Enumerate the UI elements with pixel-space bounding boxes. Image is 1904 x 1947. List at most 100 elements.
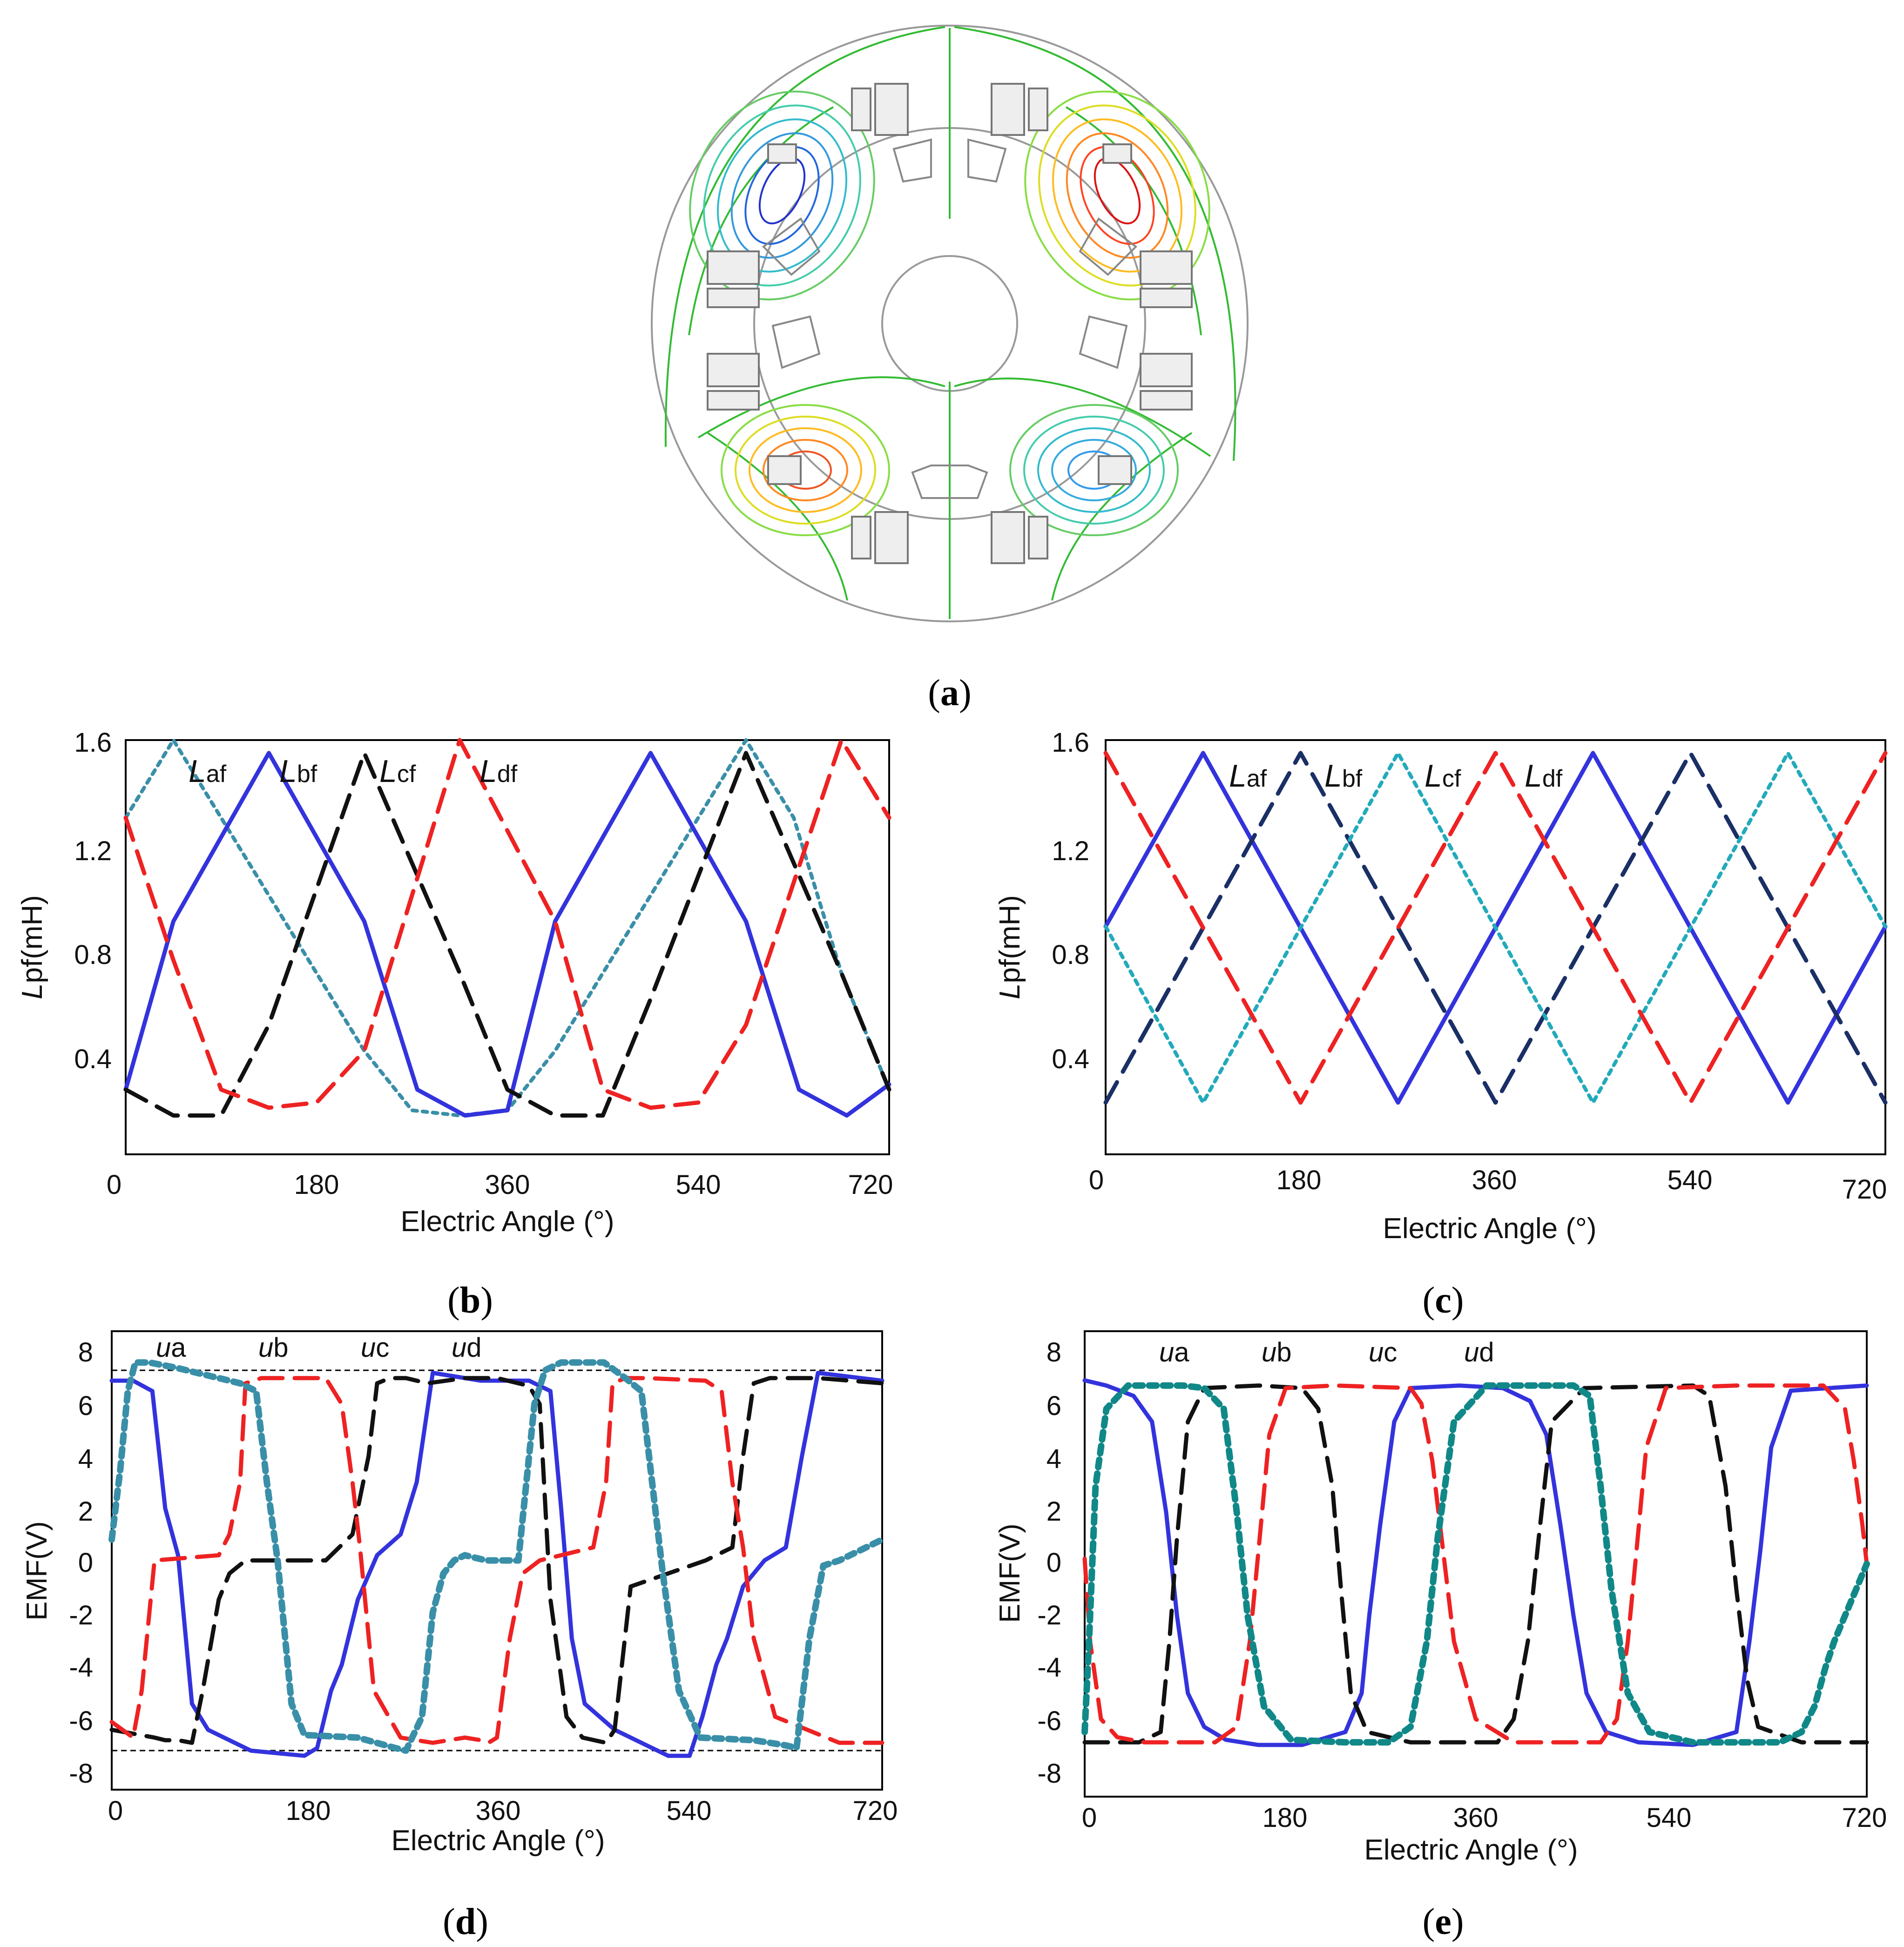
chart-c-xtick: 540 bbox=[1668, 1165, 1713, 1195]
chart-c-series-3 bbox=[1104, 751, 1887, 1105]
chart-c-curve-labels: Laf Lbf Lcf Ldf bbox=[1229, 758, 1563, 794]
chart-e-ytick: -2 bbox=[1037, 1600, 1061, 1630]
chart-d-series-2 bbox=[109, 1376, 884, 1745]
chart-c-xticks: 0 180 360 540 720 bbox=[1089, 1165, 1887, 1205]
chart-b-series-4 bbox=[123, 738, 891, 1110]
chart-c-label-cf: Lcf bbox=[1425, 758, 1461, 794]
flux-contours-lower-right bbox=[1009, 404, 1179, 536]
chart-d-series-3 bbox=[109, 1376, 884, 1745]
chart-c-xlabel: Electric Angle (°) bbox=[1383, 1213, 1597, 1245]
chart-e-label-ub: ub bbox=[1262, 1337, 1292, 1368]
chart-e-xtick: 0 bbox=[1082, 1803, 1097, 1833]
chart-e-xlabel: Electric Angle (°) bbox=[1364, 1834, 1578, 1866]
chart-c-series-2 bbox=[1103, 751, 1888, 1105]
chart-d-ytick: 6 bbox=[78, 1391, 93, 1421]
chart-e-label-ud: ud bbox=[1464, 1337, 1494, 1368]
panel-label-c: (c) bbox=[1423, 1280, 1464, 1321]
chart-b-xticks: 0 180 360 540 720 bbox=[107, 1170, 893, 1200]
chart-d-ytick: 4 bbox=[78, 1444, 93, 1474]
chart-b-xtick: 360 bbox=[485, 1170, 530, 1200]
chart-e-xticks: 0 180 360 540 720 bbox=[1082, 1803, 1887, 1833]
chart-b-label-df: Ldf bbox=[479, 754, 518, 789]
chart-b-ytick: 0.8 bbox=[74, 940, 112, 970]
stator-outer-boundary bbox=[651, 25, 1249, 622]
chart-c-series-4 bbox=[1103, 751, 1888, 1105]
chart-c-ytick: 0.8 bbox=[1052, 940, 1089, 970]
panel-label-d: (d) bbox=[443, 1901, 488, 1942]
chart-c-xtick: 720 bbox=[1842, 1174, 1887, 1205]
motor-field-diagram bbox=[651, 25, 1249, 622]
chart-b-ylabel: Lpf(mH) bbox=[16, 895, 48, 999]
chart-d-ytick: -2 bbox=[69, 1600, 93, 1630]
chart-e-ytick: 8 bbox=[1047, 1337, 1061, 1368]
chart-d-ytick: 0 bbox=[78, 1548, 93, 1578]
chart-d-ytick: 2 bbox=[78, 1496, 93, 1527]
rotor-poles bbox=[762, 138, 1138, 499]
flux-contours-lower-left bbox=[721, 404, 890, 536]
chart-c-xtick: 180 bbox=[1276, 1165, 1322, 1195]
chart-d-xtick: 720 bbox=[853, 1796, 898, 1826]
chart-d-ytick: -4 bbox=[69, 1652, 93, 1683]
chart-d-xtick: 540 bbox=[667, 1796, 712, 1826]
chart-c-frame bbox=[1105, 739, 1886, 1155]
chart-e-series-4 bbox=[1081, 1382, 1870, 1746]
chart-e-ytick: 2 bbox=[1047, 1496, 1061, 1527]
chart-d-label-ub: ub bbox=[258, 1333, 289, 1363]
panel-label-b: (b) bbox=[447, 1280, 493, 1321]
chart-e-xtick: 540 bbox=[1647, 1803, 1692, 1833]
chart-b-series-2 bbox=[123, 751, 891, 1118]
chart-b-curve-labels: Laf Lbf Lcf Ldf bbox=[189, 754, 518, 789]
chart-b-ytick: 0.4 bbox=[74, 1044, 112, 1074]
chart-e-series-3 bbox=[1082, 1383, 1869, 1745]
chart-c-label-af: Laf bbox=[1229, 758, 1267, 794]
chart-d-yticks: 8 6 4 2 0 -2 -4 -6 -8 bbox=[69, 1337, 93, 1789]
panel-label-e: (e) bbox=[1423, 1901, 1464, 1942]
chart-c-ylabel: Lpf(mH) bbox=[994, 895, 1026, 999]
chart-d-xtick: 180 bbox=[286, 1796, 331, 1826]
chart-b-yticks: 0.4 0.8 1.2 1.6 bbox=[74, 728, 112, 1074]
chart-b-label-bf: Lbf bbox=[279, 754, 317, 789]
chart-e-curve-labels: ua ub uc ud bbox=[1159, 1337, 1494, 1368]
chart-c-yticks: 0.4 0.8 1.2 1.6 bbox=[1052, 728, 1089, 1074]
chart-c-label-bf: Lbf bbox=[1324, 758, 1363, 794]
chart-e-ytick: -4 bbox=[1037, 1652, 1061, 1683]
chart-d-ytick: -8 bbox=[69, 1758, 93, 1789]
chart-e-label-uc: uc bbox=[1369, 1337, 1397, 1368]
chart-c-xtick: 360 bbox=[1472, 1165, 1517, 1195]
chart-e-xtick: 720 bbox=[1842, 1803, 1887, 1833]
chart-b-xtick: 720 bbox=[848, 1170, 893, 1200]
stator-slots bbox=[707, 83, 1193, 564]
chart-c-ytick: 0.4 bbox=[1052, 1044, 1089, 1074]
chart-b-frame bbox=[125, 739, 890, 1155]
chart-c-label-df: Ldf bbox=[1525, 758, 1563, 794]
chart-b-series-3 bbox=[123, 751, 891, 1118]
chart-d-frame bbox=[111, 1330, 883, 1791]
chart-e-ylabel: EMF(V) bbox=[994, 1523, 1026, 1623]
chart-e-yticks: 8 6 4 2 0 -2 -4 -6 -8 bbox=[1037, 1337, 1061, 1789]
chart-b-xtick: 180 bbox=[294, 1170, 339, 1200]
chart-d-series-1 bbox=[109, 1371, 884, 1758]
chart-b-label-cf: Lcf bbox=[379, 754, 416, 789]
chart-e-xtick: 180 bbox=[1263, 1803, 1308, 1833]
chart-c-xtick: 0 bbox=[1089, 1165, 1104, 1195]
chart-b-ytick: 1.6 bbox=[74, 728, 112, 758]
chart-d-ytick: -6 bbox=[69, 1706, 93, 1736]
chart-e-ytick: -8 bbox=[1037, 1758, 1061, 1789]
panel-label-a: (a) bbox=[928, 673, 971, 714]
chart-d-label-uc: uc bbox=[361, 1333, 389, 1363]
chart-d-xtick: 0 bbox=[108, 1796, 123, 1826]
chart-d-ytick: 8 bbox=[78, 1337, 93, 1368]
chart-e-series-2 bbox=[1082, 1383, 1869, 1745]
shaft-boundary bbox=[881, 255, 1018, 392]
chart-d-curve-labels: ua ub uc ud bbox=[156, 1333, 482, 1363]
chart-e-ytick: 0 bbox=[1047, 1548, 1061, 1578]
chart-b-label-af: Laf bbox=[189, 754, 227, 789]
chart-e-xtick: 360 bbox=[1453, 1803, 1499, 1833]
chart-d-xticks: 0 180 360 540 720 bbox=[108, 1796, 898, 1826]
chart-b-xlabel: Electric Angle (°) bbox=[401, 1206, 614, 1238]
chart-d-label-ua: ua bbox=[156, 1333, 186, 1363]
chart-e-label-ua: ua bbox=[1159, 1337, 1189, 1368]
chart-d-series-4 bbox=[108, 1359, 885, 1754]
chart-plot-layer bbox=[108, 738, 1888, 1758]
chart-e-ytick: -6 bbox=[1037, 1706, 1061, 1736]
